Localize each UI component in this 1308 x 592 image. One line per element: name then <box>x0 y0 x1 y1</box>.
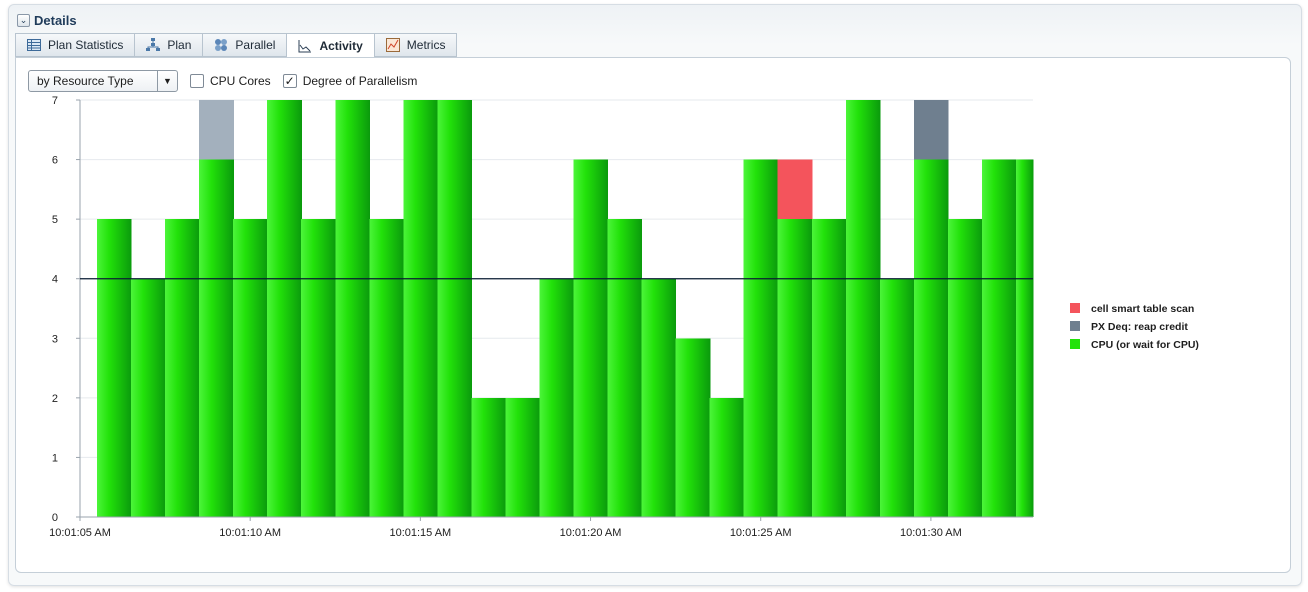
panel-title: Details <box>34 12 77 28</box>
y-tick-label: 6 <box>52 155 58 167</box>
chart-bars <box>97 100 1034 518</box>
bar-segment <box>675 338 711 517</box>
cpu-cores-option[interactable]: CPU Cores <box>190 74 271 88</box>
bar-segment <box>573 159 609 518</box>
dop-option[interactable]: ✓ Degree of Parallelism <box>282 74 418 88</box>
bar-segment <box>335 100 370 517</box>
parallel-icon <box>215 39 228 51</box>
y-tick-label: 7 <box>52 95 58 107</box>
tab-activity[interactable]: Activity <box>286 33 374 58</box>
bar-segment <box>199 159 234 518</box>
group-by-select[interactable]: by Resource Type ▼ <box>28 70 178 92</box>
legend-label: CPU (or wait for CPU) <box>1091 339 1199 351</box>
bar-segment <box>165 219 200 517</box>
x-tick-label: 10:01:30 AM <box>900 527 962 539</box>
bar-segment <box>777 159 813 220</box>
y-tick-label: 3 <box>52 333 58 345</box>
bar-segment <box>743 159 779 518</box>
bar-segment <box>505 397 541 517</box>
plan-tree-icon <box>146 38 161 51</box>
bar-segment <box>777 219 813 517</box>
x-tick-label: 10:01:05 AM <box>49 527 111 539</box>
y-tick-label: 2 <box>52 393 58 405</box>
bar-segment <box>471 397 507 517</box>
cpu-cores-checkbox[interactable] <box>190 74 204 88</box>
tab-bar: Plan Statistics Plan Parallel <box>15 33 458 58</box>
table-icon <box>27 39 41 51</box>
tab-label: Parallel <box>235 38 276 52</box>
bar-segment <box>403 100 438 517</box>
tab-label: Plan Statistics <box>48 38 124 52</box>
activity-chart-icon <box>298 39 312 52</box>
x-tick-label: 10:01:15 AM <box>389 527 451 539</box>
bar-segment <box>641 278 677 517</box>
legend-swatch <box>1070 321 1080 331</box>
group-by-value: by Resource Type <box>37 74 134 88</box>
legend-swatch <box>1070 339 1080 349</box>
y-tick-label: 4 <box>52 274 58 286</box>
chart-toolbar: by Resource Type ▼ CPU Cores ✓ Degree of… <box>28 70 417 92</box>
legend-swatch <box>1070 303 1080 313</box>
bar-segment <box>199 100 234 160</box>
y-tick-label: 0 <box>52 512 58 524</box>
chart-legend: cell smart table scan PX Deq: reap credit… <box>1070 303 1199 351</box>
bar-segment <box>913 159 949 518</box>
dop-label: Degree of Parallelism <box>302 74 418 88</box>
bar-segment <box>437 100 473 517</box>
bar-segment <box>845 100 881 517</box>
bar-segment <box>301 219 336 517</box>
bar-segment <box>981 159 1017 518</box>
chart-axes: 0 1 2 3 4 5 6 7 10:01:05 AM 10:01:10 AM 10:01:15 A… <box>49 95 1033 539</box>
x-tick-label: 10:01:25 AM <box>730 527 792 539</box>
bar-segment <box>607 219 643 517</box>
bar-segment <box>811 219 847 517</box>
x-tick-label: 10:01:20 AM <box>560 527 622 539</box>
bar-segment <box>131 278 166 517</box>
legend-label: PX Deq: reap credit <box>1091 321 1188 333</box>
tab-label: Plan <box>167 38 192 52</box>
bar-segment <box>539 278 575 517</box>
bar-segment <box>1015 159 1034 518</box>
bar-segment <box>97 219 132 517</box>
bar-segment <box>947 219 983 517</box>
x-tick-label: 10:01:10 AM <box>219 527 281 539</box>
dop-checkbox[interactable]: ✓ <box>282 74 297 88</box>
dropdown-arrow-icon[interactable]: ▼ <box>157 71 177 91</box>
tab-label: Metrics <box>406 38 446 52</box>
metrics-icon <box>385 38 400 52</box>
y-tick-label: 1 <box>52 452 58 464</box>
bar-segment <box>709 397 745 517</box>
bar-segment <box>369 219 404 517</box>
tab-plan-statistics[interactable]: Plan Statistics <box>15 33 135 57</box>
legend-label: cell smart table scan <box>1091 303 1194 315</box>
bar-segment <box>267 100 302 517</box>
bar-segment <box>233 219 268 517</box>
bar-segment <box>879 278 915 517</box>
y-tick-label: 5 <box>52 214 58 226</box>
tab-label: Activity <box>319 38 363 53</box>
details-header[interactable]: ⌄ Details <box>17 11 77 29</box>
bar-segment <box>913 100 949 160</box>
tab-metrics[interactable]: Metrics <box>373 33 458 57</box>
tab-plan[interactable]: Plan <box>134 33 203 57</box>
chevron-down-icon[interactable]: ⌄ <box>17 13 30 27</box>
tab-parallel[interactable]: Parallel <box>202 33 287 57</box>
cpu-cores-label: CPU Cores <box>210 74 271 88</box>
